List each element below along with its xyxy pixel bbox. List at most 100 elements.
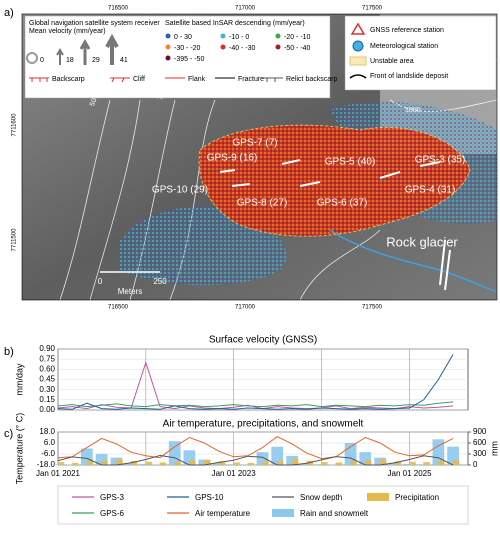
legend-label: GPS-6 xyxy=(100,509,125,518)
legend-swatch xyxy=(367,493,389,501)
insar-legend: 0 - 30 -10 - 0 -20 - -10 -30 - -20 -40 - -30… xyxy=(165,33,311,63)
legend-label: Meteorological station xyxy=(370,43,438,50)
y-tick-label: 0.15 xyxy=(39,395,55,404)
legend-title: Global navigation satellite system recei… xyxy=(29,20,160,27)
y-tick-label: 6.0 xyxy=(44,438,56,447)
legend-box xyxy=(57,485,469,525)
station-label: GPS-4 (31) xyxy=(405,185,456,196)
bar xyxy=(189,460,196,465)
bar xyxy=(86,461,94,465)
map-coordinate: 717000 xyxy=(235,6,256,12)
station-label: GPS-6 (37) xyxy=(317,198,368,209)
bar xyxy=(101,460,108,465)
bar xyxy=(423,462,430,465)
legend-symbol xyxy=(275,44,281,50)
legend-symbol xyxy=(349,74,367,79)
legend-label: Relict backscarp xyxy=(286,76,337,83)
panel-label: b) xyxy=(4,346,14,358)
contour-label: 1000 xyxy=(405,107,421,114)
y2-tick-label: 0 xyxy=(473,460,478,469)
legend-label: 29 xyxy=(92,57,100,64)
charts: b) Surface velocity (GNSS) 0.000.150.300.4… xyxy=(4,335,499,518)
legend-label: 18 xyxy=(66,57,74,64)
bar xyxy=(130,460,138,465)
unstable-area xyxy=(198,124,471,237)
bar xyxy=(95,454,108,465)
legend-label: 0 xyxy=(40,57,44,64)
bar xyxy=(262,461,269,465)
line xyxy=(57,401,454,408)
flow-arrows xyxy=(439,239,451,291)
legend-symbol xyxy=(26,52,38,64)
legend-symbol xyxy=(110,77,130,83)
bar xyxy=(218,461,226,465)
rock-glacier-label: Rock glacier xyxy=(386,234,458,249)
panel-label: a) xyxy=(4,7,14,19)
map-frame xyxy=(21,13,498,301)
legend-symbol xyxy=(349,56,367,66)
legend-label: GNSS reference station xyxy=(370,27,444,34)
bar xyxy=(116,459,123,465)
legend-label: 0 - 30 xyxy=(174,34,192,41)
legend-label: Fracture xyxy=(238,76,264,83)
legend-label: GPS-10 xyxy=(195,493,224,502)
bar xyxy=(379,459,387,465)
legend-symbol xyxy=(220,33,226,39)
y-tick-label: 0.75 xyxy=(39,354,55,363)
map-coordinate: 7711500 xyxy=(12,228,18,252)
legend-label: Backscarp xyxy=(52,76,85,83)
map-coordinate: 716500 xyxy=(108,305,129,311)
legend-label: Precipitation xyxy=(395,493,439,502)
bar xyxy=(174,462,181,465)
y2-axis-label: mm xyxy=(489,441,499,456)
y-axis-label: mm/day xyxy=(14,363,24,396)
bar xyxy=(183,450,196,465)
legend-symbol xyxy=(105,33,119,65)
legend-label: -20 - -10 xyxy=(284,34,311,41)
legend-symbol xyxy=(165,44,171,50)
map-coordinate: 717000 xyxy=(235,305,256,311)
legend-symbol xyxy=(165,33,171,39)
chart-title: Air temperature, precipitations, and sno… xyxy=(163,419,364,430)
legend-symbol xyxy=(56,48,64,65)
scale-label: Meters xyxy=(118,287,142,296)
bar xyxy=(452,460,460,465)
y2-tick-label: 900 xyxy=(473,427,487,436)
y-tick-label: -6.0 xyxy=(41,449,55,458)
bar xyxy=(276,460,284,465)
panel-label: c) xyxy=(4,428,13,440)
legend-label: Flank xyxy=(188,76,206,83)
bar xyxy=(256,452,269,465)
legend-symbol xyxy=(220,44,226,50)
legend-symbol xyxy=(79,38,91,65)
map-coordinate: 716500 xyxy=(108,6,129,12)
gnss-vectors xyxy=(219,159,441,187)
bar xyxy=(81,448,93,465)
bar xyxy=(271,446,284,465)
legend-label: Front of landslide deposit xyxy=(370,73,448,80)
legend-label: -40 - -30 xyxy=(229,45,256,52)
x-tick-label: Jan 01 2025 xyxy=(388,469,433,478)
line xyxy=(57,454,454,466)
legend-title: Mean velocity (mm/year) xyxy=(29,28,106,35)
legend-box xyxy=(344,15,497,91)
y-tick-label: 0.30 xyxy=(39,385,55,394)
scale-label: 250 xyxy=(153,277,167,286)
bar xyxy=(335,462,343,465)
y-tick-label: 0.45 xyxy=(39,375,55,384)
y-tick-label: -18.0 xyxy=(37,460,56,469)
legend-symbol xyxy=(275,33,281,39)
y2-tick-label: 600 xyxy=(473,438,487,447)
station-label: GPS-8 (27) xyxy=(237,198,288,209)
contour-label: 500 xyxy=(89,94,100,107)
legend-title: Satellite based InSAR descending (mm/yea… xyxy=(165,20,305,27)
station-label: GPS-10 (29) xyxy=(152,185,208,196)
bar xyxy=(394,461,402,465)
y2-tick-label: 300 xyxy=(473,449,487,458)
legend-label: 41 xyxy=(120,57,128,64)
line xyxy=(57,360,454,410)
station-label: GPS-5 (40) xyxy=(325,157,376,168)
bar xyxy=(409,461,416,465)
